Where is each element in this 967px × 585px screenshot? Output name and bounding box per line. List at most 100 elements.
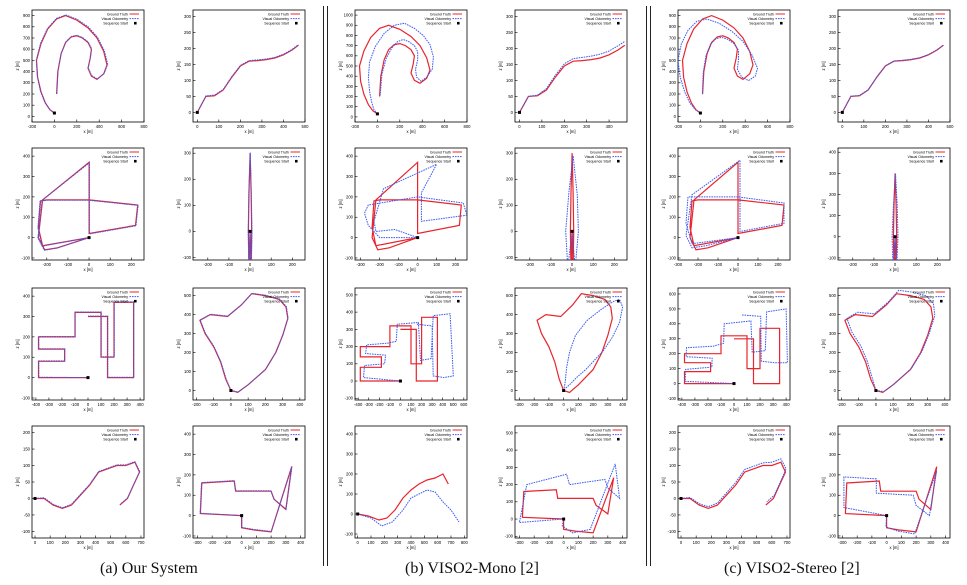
ground-truth-line [683, 327, 781, 385]
ground-truth-line [371, 160, 462, 251]
legend-entry: Sequence Start [264, 300, 289, 304]
visual-odometry-line [357, 489, 460, 527]
x-tick-label: -300 [356, 262, 365, 267]
x-tick-label: 400 [96, 124, 104, 129]
ground-truth-line [844, 293, 934, 394]
x-tick-label: 500 [947, 124, 955, 129]
legend-entry: Ground Truth [913, 150, 934, 154]
x-tick-label: 0 [885, 540, 888, 545]
y-tick-label: 200 [346, 94, 354, 99]
y-tick-label: 200 [829, 46, 837, 51]
legend-entry: Visual Odometry [102, 17, 129, 21]
y-tick-label: 200 [184, 177, 192, 182]
y-tick-label: 400 [346, 310, 354, 315]
sequence-start-marker [736, 236, 740, 240]
y-tick-label: 200 [669, 91, 677, 96]
y-tick-label: 100 [506, 499, 514, 504]
x-tick-label: 100 [253, 540, 261, 545]
visual-odometry-line [565, 155, 579, 260]
y-tick-label: 100 [669, 463, 677, 468]
legend-entry: Visual Odometry [908, 17, 935, 21]
x-axis-label: x [m] [406, 129, 415, 134]
y-tick-label: 800 [346, 33, 354, 38]
sequence-start-marker [86, 376, 90, 380]
y-tick-label: 200 [23, 334, 31, 339]
y-tick-label: 500 [346, 63, 354, 68]
z-axis-label: z [m] [821, 477, 826, 486]
legend-entry: Sequence Start [426, 22, 451, 26]
plot-frame [192, 9, 306, 123]
y-tick-label: 300 [184, 151, 192, 156]
y-tick-label: -100 [828, 255, 837, 260]
y-tick-label: 300 [346, 174, 354, 179]
x-tick-label: 300 [604, 402, 612, 407]
y-tick-label: -100 [505, 534, 514, 539]
ground-truth-line [521, 477, 615, 534]
trajectory-plot-4: -200 0 200 400 600 800 0 100 200 300 400 500 600 700 8… [661, 9, 794, 134]
y-tick-label: -100 [828, 533, 837, 538]
x-tick-label: 100 [98, 402, 106, 407]
y-tick-label: 0 [511, 229, 514, 234]
y-tick-label: -100 [345, 531, 354, 536]
x-tick-label: 300 [258, 124, 266, 129]
legend-entry: Sequence Start [586, 22, 611, 26]
plot-frame [31, 287, 145, 401]
y-tick-label: 300 [669, 336, 677, 341]
legend-entry: Sequence Start [103, 160, 128, 164]
y-tick-label: 300 [23, 80, 31, 85]
visual-odometry-line [362, 313, 454, 382]
x-tick-label: -300 [691, 402, 700, 407]
x-tick-label: 200 [381, 540, 389, 545]
y-tick-label: 800 [669, 24, 677, 29]
x-tick-label: 400 [606, 124, 614, 129]
x-tick-label: 0 [196, 124, 199, 129]
y-tick-label: 500 [669, 58, 677, 63]
sequence-start-marker [570, 229, 574, 233]
x-tick-label: -400 [354, 402, 363, 407]
legend-start-swatch [940, 437, 943, 441]
x-tick-label: -100 [547, 262, 556, 267]
visual-odometry-line [684, 308, 788, 385]
x-tick-label: 400 [925, 124, 933, 129]
plot-frame [31, 147, 145, 261]
y-tick-label: 300 [669, 80, 677, 85]
x-tick-label: 300 [723, 540, 731, 545]
x-tick-label: -100 [714, 262, 723, 267]
legend-entry: Sequence Start [586, 300, 611, 304]
plot-frame [837, 287, 951, 401]
legend-entry: Visual Odometry [585, 155, 612, 159]
x-axis-label: x [m] [566, 129, 575, 134]
legend-entry: Ground Truth [268, 12, 289, 16]
x-axis-label: x [m] [889, 129, 898, 134]
x-tick-label: -200 [849, 262, 858, 267]
trajectory-plot-5: 0 100 200 300 400 500 0 50 100 150 200 250 300 x [m] z… [821, 9, 955, 134]
x-axis-label: x [m] [244, 129, 253, 134]
z-axis-label: z [m] [176, 477, 181, 486]
x-tick-label: 200 [708, 540, 716, 545]
x-tick-label: 200 [757, 402, 765, 407]
x-tick-label: 500 [107, 540, 115, 545]
x-tick-label: 0 [88, 262, 91, 267]
visual-odometry-line [35, 14, 109, 114]
x-tick-label: 200 [907, 402, 915, 407]
x-tick-label: 100 [755, 262, 763, 267]
x-tick-label: -300 [365, 402, 374, 407]
z-axis-label: z [m] [15, 339, 20, 348]
legend-entry: Ground Truth [753, 290, 774, 294]
legend-entry: Visual Odometry [425, 433, 452, 437]
legend-entry: Visual Odometry [263, 155, 290, 159]
y-tick-label: 300 [506, 14, 514, 19]
plot-frame [514, 9, 628, 123]
legend-entry: Visual Odometry [102, 295, 129, 299]
y-tick-label: 0 [28, 496, 31, 501]
y-tick-label: 400 [23, 154, 31, 159]
y-tick-label: 200 [506, 46, 514, 51]
x-tick-label: 100 [107, 262, 115, 267]
legend-entry: Ground Truth [268, 150, 289, 154]
legend-entry: Ground Truth [430, 12, 451, 16]
y-tick-label: 100 [23, 463, 31, 468]
x-axis-label: x [m] [566, 545, 575, 550]
trajectory-plot-15: -300 -200 -100 0 100 200 300 400 0 100 200 300 400 50… [498, 287, 628, 412]
y-tick-label: 100 [184, 493, 192, 498]
x-tick-label: -100 [870, 262, 879, 267]
